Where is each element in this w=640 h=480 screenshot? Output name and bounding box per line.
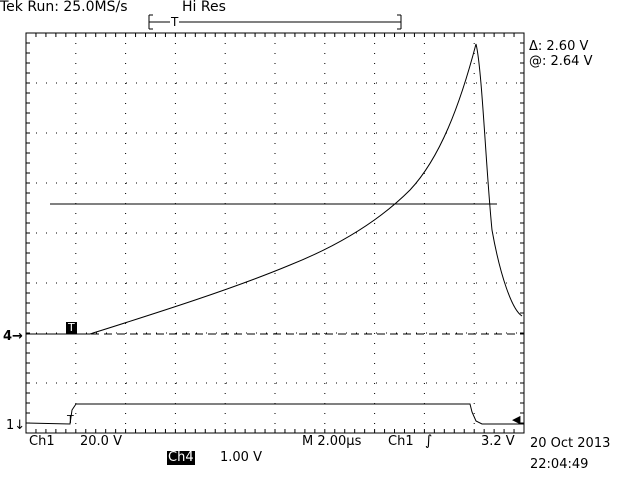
cursor-delta-readout: Δ: 2.60 V	[529, 39, 589, 54]
trigger-position-bracket	[148, 14, 402, 30]
cursor-at-readout: @: 2.64 V	[529, 54, 593, 69]
time-readout: 22:04:49	[530, 457, 589, 472]
trigger-level: 3.2 V	[481, 434, 515, 449]
ch4-label: Ch4	[167, 450, 195, 465]
date-readout: 20 Oct 2013	[530, 436, 611, 451]
timebase-readout: M 2.00µs	[302, 434, 362, 449]
ch4-scale: 1.00 V	[220, 450, 262, 465]
ch4-waveform-trace	[26, 43, 523, 335]
trigger-source: Ch1	[388, 434, 414, 449]
trigger-position-marker: T	[170, 15, 180, 29]
ch1-trigger-point-marker: T	[67, 413, 74, 426]
ch1-scale: 20.0 V	[80, 434, 122, 449]
ch1-waveform-trace	[25, 403, 524, 425]
ch1-ground-marker[interactable]: 1↓	[6, 418, 26, 433]
ch4-trigger-point-marker: T	[66, 321, 77, 334]
trigger-level-arrow-icon[interactable]: ◀	[512, 413, 521, 426]
ch4-ground-marker[interactable]: 4→	[3, 329, 23, 344]
acquisition-mode: Hi Res	[182, 0, 226, 15]
trigger-slope-icon: ∫	[425, 433, 433, 449]
acquisition-status: Tek Run: 25.0MS/s	[0, 0, 128, 15]
ch1-label: Ch1	[29, 434, 55, 449]
graticule-grid	[25, 32, 525, 434]
